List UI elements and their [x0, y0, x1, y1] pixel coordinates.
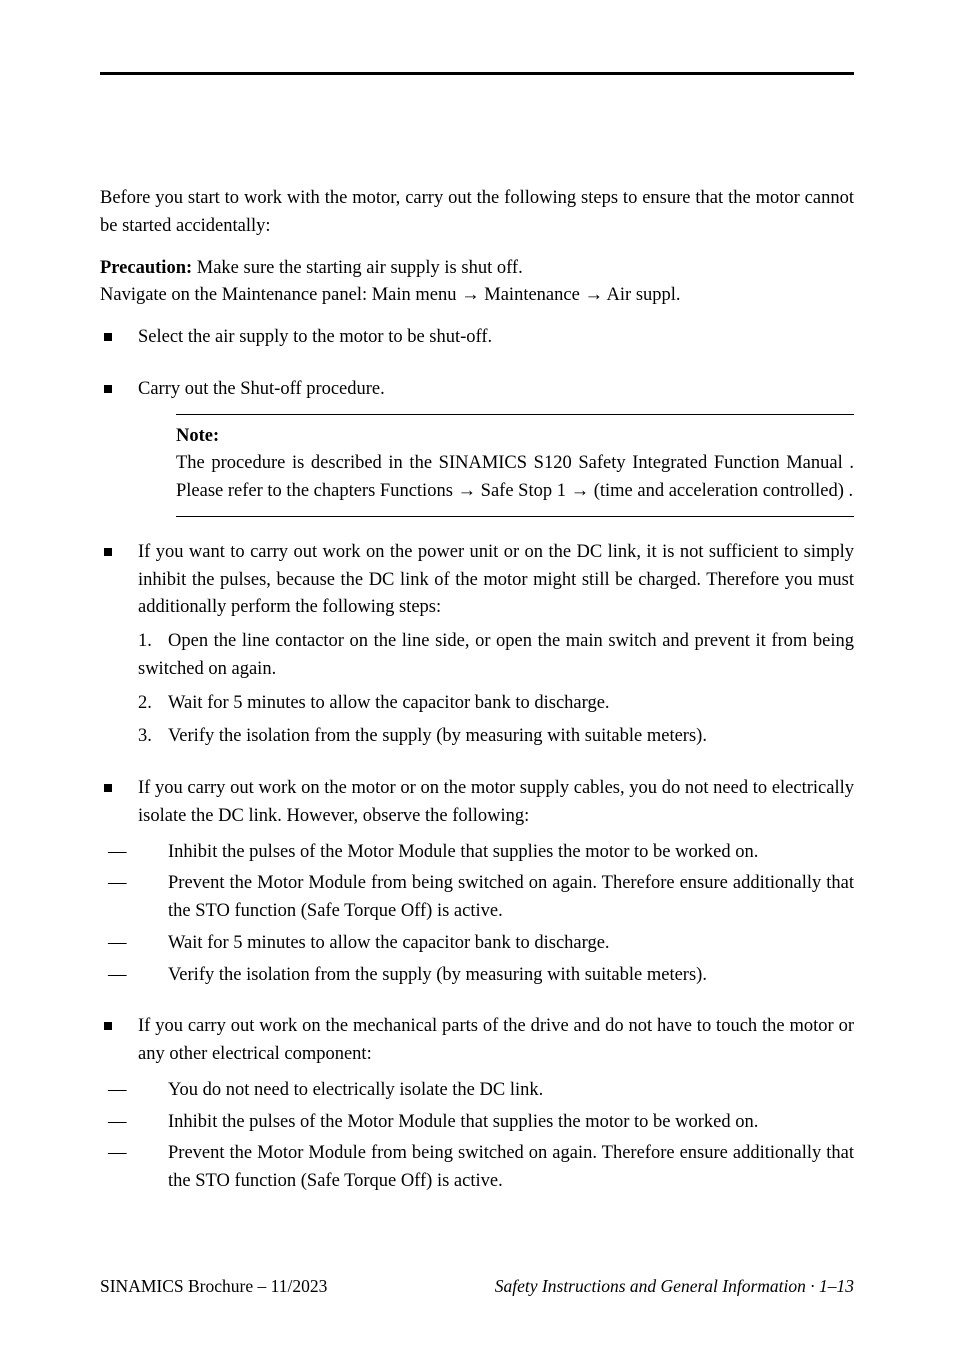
note-label: Note:	[176, 426, 219, 446]
step-text: Wait for 5 minutes to allow the capacito…	[168, 693, 610, 713]
action-lead: If you carry out work on the motor or on…	[138, 778, 854, 826]
dash-text: Prevent the Motor Module from being swit…	[168, 1143, 854, 1191]
arrow-right-icon: →	[461, 285, 480, 305]
mdash-icon: —	[138, 962, 168, 990]
mdash-icon: —	[138, 1109, 168, 1137]
arrow-right-icon: →	[571, 481, 590, 501]
bullet-text: Select the air supply to the motor to be…	[138, 327, 492, 347]
intro-paragraph: Before you start to work with the motor,…	[100, 185, 854, 241]
dash-item: —You do not need to electrically isolate…	[138, 1077, 854, 1105]
arrow-right-icon: →	[458, 481, 477, 501]
numbered-step: 1.Open the line contactor on the line si…	[138, 628, 854, 684]
dash-sublist: —Inhibit the pulses of the Motor Module …	[138, 839, 854, 990]
mdash-icon: —	[138, 930, 168, 958]
note-path-b: Safe Stop 1	[481, 481, 566, 501]
top-bullet-list: Select the air supply to the motor to be…	[100, 324, 854, 1196]
dash-item: —Wait for 5 minutes to allow the capacit…	[138, 930, 854, 958]
header-rule	[100, 72, 854, 75]
precaution-paragraph: Precaution: Make sure the starting air s…	[100, 255, 854, 311]
note-body-a: The procedure is described in the	[176, 453, 439, 473]
dash-item: —Inhibit the pulses of the Motor Module …	[138, 1109, 854, 1137]
dash-item: —Verify the isolation from the supply (b…	[138, 962, 854, 990]
dash-text: Inhibit the pulses of the Motor Module t…	[168, 1112, 758, 1132]
dash-text: Verify the isolation from the supply (by…	[168, 965, 707, 985]
mdash-icon: —	[138, 1077, 168, 1105]
arrow-right-icon: →	[584, 285, 603, 305]
bullet-item: Carry out the Shut-off procedure. Note: …	[100, 376, 854, 517]
dash-text: Inhibit the pulses of the Motor Module t…	[168, 842, 758, 862]
precaution-line2b: Maintenance	[484, 285, 584, 305]
bullet-item: If you carry out work on the mechanical …	[100, 1013, 854, 1196]
numbered-step: 3.Verify the isolation from the supply (…	[138, 723, 854, 751]
dash-item: —Prevent the Motor Module from being swi…	[138, 1140, 854, 1196]
step-index: 1.	[138, 628, 168, 656]
footer-right: Safety Instructions and General Informat…	[495, 1276, 854, 1297]
dash-item: —Inhibit the pulses of the Motor Module …	[138, 839, 854, 867]
precaution-line2a: Navigate on the Maintenance panel: Main …	[100, 285, 461, 305]
precaution-line2c: Air suppl.	[607, 285, 681, 305]
note-ref: SINAMICS S120 Safety Integrated Function…	[439, 453, 843, 473]
footer-left: SINAMICS Brochure – 11/2023	[100, 1276, 327, 1297]
mdash-icon: —	[138, 1140, 168, 1168]
body-text: Before you start to work with the motor,…	[100, 185, 854, 1196]
note-path-c: (time and acceleration controlled)	[594, 481, 844, 501]
note-body-c: .	[848, 481, 853, 501]
bullet-item: If you carry out work on the motor or on…	[100, 775, 854, 989]
dash-item: —Prevent the Motor Module from being swi…	[138, 870, 854, 926]
step-index: 3.	[138, 723, 168, 751]
note-rule-top	[176, 414, 854, 415]
step-text: Verify the isolation from the supply (by…	[168, 726, 707, 746]
note-rule-bottom	[176, 516, 854, 517]
precaution-line1: Make sure the starting air supply is shu…	[197, 258, 523, 278]
dash-sublist: —You do not need to electrically isolate…	[138, 1077, 854, 1196]
action-lead: If you want to carry out work on the pow…	[138, 542, 854, 618]
note-path-a: Functions	[380, 481, 453, 501]
bullet-item: Select the air supply to the motor to be…	[100, 324, 854, 352]
step-index: 2.	[138, 690, 168, 718]
bullet-item: If you want to carry out work on the pow…	[100, 539, 854, 751]
mdash-icon: —	[138, 839, 168, 867]
step-text: Open the line contactor on the line side…	[138, 631, 854, 679]
dash-text: Prevent the Motor Module from being swit…	[168, 873, 854, 921]
dash-text: You do not need to electrically isolate …	[168, 1080, 543, 1100]
bullet-text: Carry out the Shut-off procedure.	[138, 379, 385, 399]
note-block: Note: The procedure is described in the …	[176, 414, 854, 517]
mdash-icon: —	[138, 870, 168, 898]
numbered-step: 2.Wait for 5 minutes to allow the capaci…	[138, 690, 854, 718]
dash-text: Wait for 5 minutes to allow the capacito…	[168, 933, 610, 953]
precaution-label: Precaution:	[100, 258, 192, 278]
action-lead: If you carry out work on the mechanical …	[138, 1016, 854, 1064]
